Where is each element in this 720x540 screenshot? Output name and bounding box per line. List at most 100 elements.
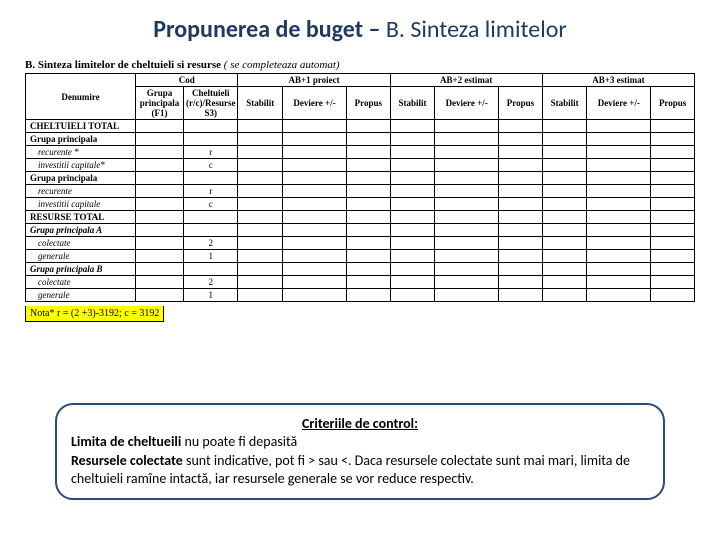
row-label: Grupa principala B: [26, 263, 136, 276]
cell-empty: [651, 159, 695, 172]
col-deviere-2: Deviere +/-: [435, 87, 499, 120]
row-label: colectate: [26, 237, 136, 250]
cell-grupa: [136, 237, 184, 250]
table-row: recurente *r: [26, 146, 695, 159]
row-label: Grupa principala: [26, 172, 136, 185]
cell-empty: [390, 146, 435, 159]
cell-empty: [499, 172, 543, 185]
title-bold: Propunerea de buget –: [153, 15, 386, 44]
cell-empty: [435, 198, 499, 211]
cell-empty: [390, 133, 435, 146]
table-row: Grupa principala: [26, 133, 695, 146]
cell-empty: [390, 224, 435, 237]
cell-empty: [542, 211, 587, 224]
cell-empty: [587, 198, 651, 211]
footnote: Nota* r = (2 +3)-3192; c = 3192: [25, 306, 164, 322]
cell-cheltuieli: [184, 172, 238, 185]
cell-grupa: [136, 224, 184, 237]
col-deviere-1: Deviere +/-: [283, 87, 347, 120]
row-label: recurente: [26, 185, 136, 198]
page-title: Propunerea de buget – B. Sinteza limitel…: [25, 15, 695, 44]
cell-empty: [435, 237, 499, 250]
cell-grupa: [136, 172, 184, 185]
criteria-line-1: Limita de cheltueili nu poate fi depasit…: [71, 433, 649, 451]
cell-empty: [390, 120, 435, 133]
cell-empty: [499, 237, 543, 250]
col-group-ab1: AB+1 proiect: [238, 74, 390, 87]
cell-empty: [283, 133, 347, 146]
cell-cheltuieli: [184, 211, 238, 224]
cell-empty: [346, 198, 390, 211]
cell-empty: [587, 289, 651, 302]
cell-empty: [435, 185, 499, 198]
table-row: generale1: [26, 250, 695, 263]
cell-empty: [651, 250, 695, 263]
cell-empty: [651, 224, 695, 237]
section-label: B. Sinteza limitelor de cheltuieli si re…: [25, 59, 224, 71]
criteria-line-2: Resursele colectate sunt indicative, pot…: [71, 452, 649, 488]
table-header-row-1: Denumire Cod AB+1 proiect AB+2 estimat A…: [26, 74, 695, 87]
row-label: RESURSE TOTAL: [26, 211, 136, 224]
table-row: colectate 2: [26, 237, 695, 250]
row-label: Grupa principala A: [26, 224, 136, 237]
cell-grupa: [136, 211, 184, 224]
cell-empty: [346, 237, 390, 250]
cell-empty: [651, 172, 695, 185]
cell-empty: [283, 185, 347, 198]
col-stabilit-2: Stabilit: [390, 87, 435, 120]
table-row: Grupa principala: [26, 172, 695, 185]
cell-empty: [651, 289, 695, 302]
cell-empty: [238, 250, 283, 263]
cell-grupa: [136, 146, 184, 159]
cell-empty: [587, 172, 651, 185]
cell-cheltuieli: c: [184, 159, 238, 172]
cell-empty: [283, 250, 347, 263]
cell-empty: [542, 159, 587, 172]
cell-empty: [542, 289, 587, 302]
cell-empty: [542, 263, 587, 276]
table-row: generale1: [26, 289, 695, 302]
cell-empty: [651, 120, 695, 133]
cell-cheltuieli: 2: [184, 237, 238, 250]
criteria-title: Criteriile de control:: [71, 415, 649, 433]
col-propus-2: Propus: [499, 87, 543, 120]
table-row: Grupa principala B: [26, 263, 695, 276]
cell-empty: [390, 276, 435, 289]
cell-empty: [499, 120, 543, 133]
table-row: CHELTUIELI TOTAL: [26, 120, 695, 133]
row-label: colectate: [26, 276, 136, 289]
table-row: RESURSE TOTAL: [26, 211, 695, 224]
cell-empty: [346, 120, 390, 133]
title-normal: B. Sinteza limitelor: [386, 15, 567, 44]
cell-cheltuieli: 2: [184, 276, 238, 289]
cell-empty: [587, 159, 651, 172]
cell-empty: [346, 289, 390, 302]
row-label: generale: [26, 289, 136, 302]
cell-empty: [542, 120, 587, 133]
row-label: investitii capitale*: [26, 159, 136, 172]
cell-empty: [238, 211, 283, 224]
cell-empty: [238, 237, 283, 250]
limits-table: Denumire Cod AB+1 proiect AB+2 estimat A…: [25, 73, 695, 302]
cell-cheltuieli: r: [184, 146, 238, 159]
cell-empty: [283, 198, 347, 211]
col-denumire: Denumire: [26, 74, 136, 120]
cell-empty: [283, 211, 347, 224]
cell-empty: [346, 159, 390, 172]
cell-empty: [499, 211, 543, 224]
criteria-line-1-text: nu poate fi depasită: [184, 433, 297, 450]
section-header: B. Sinteza limitelor de cheltuieli si re…: [25, 59, 695, 71]
cell-empty: [587, 146, 651, 159]
cell-empty: [283, 159, 347, 172]
cell-empty: [283, 172, 347, 185]
cell-empty: [390, 250, 435, 263]
col-stabilit-1: Stabilit: [238, 87, 283, 120]
table-row: recurenter: [26, 185, 695, 198]
cell-empty: [238, 198, 283, 211]
cell-empty: [651, 146, 695, 159]
cell-cheltuieli: 1: [184, 250, 238, 263]
cell-cheltuieli: [184, 133, 238, 146]
cell-empty: [390, 237, 435, 250]
cell-empty: [542, 146, 587, 159]
cell-empty: [435, 133, 499, 146]
